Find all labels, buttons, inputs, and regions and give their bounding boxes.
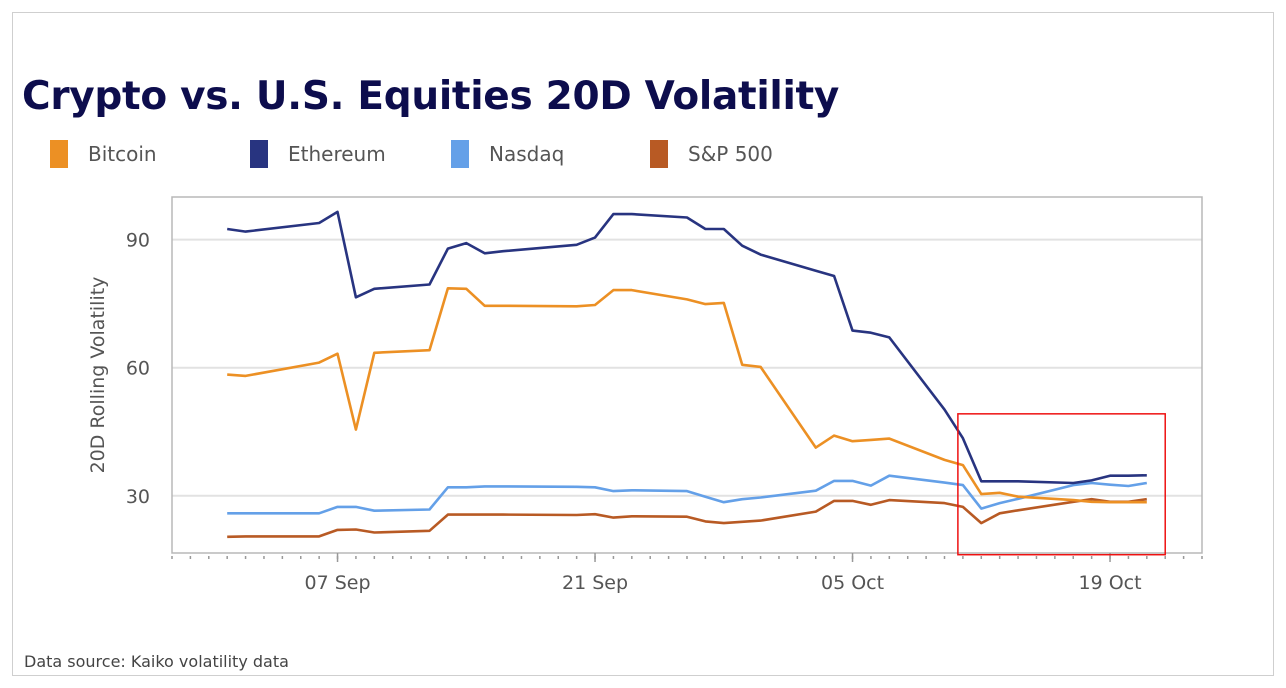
plot-area (171, 196, 1203, 554)
legend-label: Nasdaq (489, 142, 565, 166)
data-source-note: Data source: Kaiko volatility data (24, 652, 289, 671)
y-tick-label: 30 (126, 486, 150, 508)
series-line-ethereum (227, 210, 1147, 485)
legend-swatch-nasdaq (451, 140, 469, 168)
legend-item-ethereum[interactable]: Ethereum (250, 140, 386, 168)
legend-item-sp500[interactable]: S&P 500 (650, 140, 773, 168)
series-line-sp500 (227, 497, 1147, 539)
y-axis-label: 20D Rolling Volatility (87, 277, 109, 474)
y-tick-label: 90 (126, 230, 150, 252)
x-tick-label: 21 Sep (562, 572, 628, 594)
x-tick-label: 07 Sep (305, 572, 371, 594)
y-tick-label: 60 (126, 358, 150, 380)
x-tick-label: 05 Oct (821, 572, 884, 594)
legend-label: Bitcoin (88, 142, 157, 166)
chart-frame (12, 12, 1274, 676)
legend-swatch-ethereum (250, 140, 268, 168)
legend-item-bitcoin[interactable]: Bitcoin (50, 140, 157, 168)
chart-title: Crypto vs. U.S. Equities 20D Volatility (22, 74, 840, 119)
x-tick-label: 19 Oct (1078, 572, 1141, 594)
legend-swatch-sp500 (650, 140, 668, 168)
legend-label: S&P 500 (688, 142, 773, 166)
highlight-box (957, 413, 1166, 556)
legend-swatch-bitcoin (50, 140, 68, 168)
legend-label: Ethereum (288, 142, 386, 166)
legend-item-nasdaq[interactable]: Nasdaq (451, 140, 564, 168)
series-line-nasdaq (227, 474, 1148, 515)
series-line-bitcoin (227, 286, 1147, 504)
